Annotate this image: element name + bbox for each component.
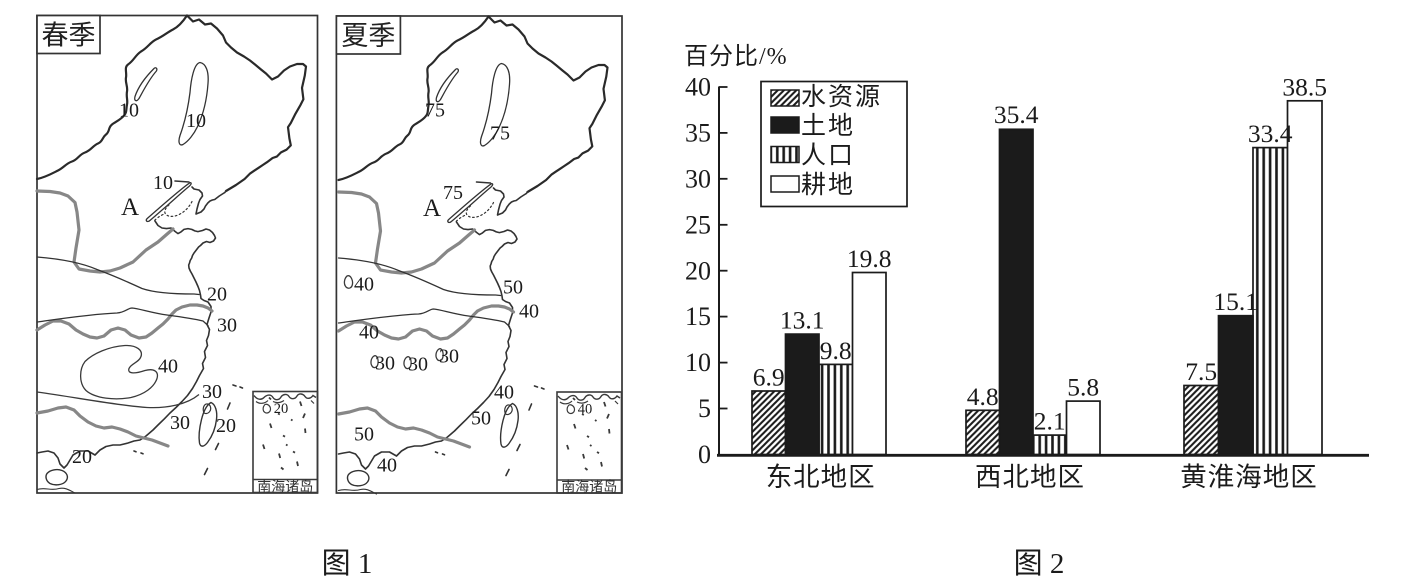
svg-text:75: 75: [490, 123, 510, 145]
svg-text:13.1: 13.1: [780, 306, 825, 335]
svg-text:30: 30: [375, 353, 395, 375]
svg-text:10: 10: [153, 172, 173, 194]
svg-text:东北地区: 东北地区: [766, 462, 876, 492]
svg-text:7.5: 7.5: [1185, 357, 1217, 386]
svg-text:图 1: 图 1: [322, 548, 373, 580]
svg-text:5.8: 5.8: [1067, 373, 1099, 402]
svg-text:图 2: 图 2: [1014, 548, 1065, 580]
svg-text:20: 20: [685, 256, 711, 285]
svg-text:19.8: 19.8: [847, 244, 892, 273]
svg-text:38.5: 38.5: [1282, 72, 1327, 101]
svg-text:35.4: 35.4: [994, 100, 1039, 129]
svg-text:4.8: 4.8: [967, 382, 999, 411]
svg-text:水资源: 水资源: [801, 83, 882, 111]
svg-text:33.4: 33.4: [1248, 119, 1293, 148]
svg-text:20: 20: [274, 401, 289, 417]
svg-text:耕地: 耕地: [801, 171, 855, 199]
svg-text:A: A: [423, 195, 441, 222]
svg-text:20: 20: [216, 415, 236, 437]
svg-text:40: 40: [519, 301, 539, 323]
svg-text:土地: 土地: [801, 112, 855, 140]
svg-text:40: 40: [685, 73, 711, 102]
svg-text:黄淮海地区: 黄淮海地区: [1180, 462, 1318, 492]
svg-text:75: 75: [425, 100, 445, 122]
svg-text:50: 50: [471, 408, 491, 430]
svg-text:6.9: 6.9: [753, 363, 785, 392]
svg-text:40: 40: [578, 402, 593, 418]
svg-text:40: 40: [354, 274, 374, 296]
svg-text:百分比/%: 百分比/%: [684, 43, 788, 70]
svg-text:10: 10: [186, 110, 206, 132]
svg-text:35: 35: [685, 119, 711, 148]
svg-text:30: 30: [408, 354, 428, 376]
svg-text:25: 25: [685, 210, 711, 239]
svg-text:50: 50: [503, 277, 523, 299]
svg-text:30: 30: [439, 346, 459, 368]
svg-text:30: 30: [217, 315, 237, 337]
svg-text:75: 75: [443, 182, 463, 204]
svg-text:10: 10: [119, 100, 139, 122]
svg-text:0: 0: [698, 440, 711, 469]
svg-text:20: 20: [72, 446, 92, 468]
svg-text:15: 15: [685, 302, 711, 331]
svg-text:人口: 人口: [801, 143, 855, 170]
svg-text:50: 50: [354, 424, 374, 446]
svg-text:A: A: [121, 194, 139, 221]
svg-text:2.1: 2.1: [1034, 407, 1066, 436]
svg-text:西北地区: 西北地区: [975, 462, 1085, 492]
svg-text:30: 30: [202, 381, 222, 403]
svg-text:春季: 春季: [42, 21, 96, 51]
svg-text:40: 40: [377, 455, 397, 477]
svg-text:10: 10: [685, 348, 711, 377]
svg-text:5: 5: [698, 394, 711, 423]
svg-text:30: 30: [170, 412, 190, 434]
svg-text:南海诸岛: 南海诸岛: [561, 480, 617, 496]
svg-text:20: 20: [207, 284, 227, 306]
svg-text:9.8: 9.8: [820, 336, 852, 365]
svg-text:南海诸岛: 南海诸岛: [257, 480, 313, 496]
svg-text:30: 30: [685, 164, 711, 193]
svg-text:40: 40: [359, 322, 379, 344]
svg-text:40: 40: [158, 356, 178, 378]
svg-text:15.1: 15.1: [1213, 287, 1258, 316]
svg-text:40: 40: [494, 382, 514, 404]
svg-text:夏季: 夏季: [341, 21, 395, 51]
